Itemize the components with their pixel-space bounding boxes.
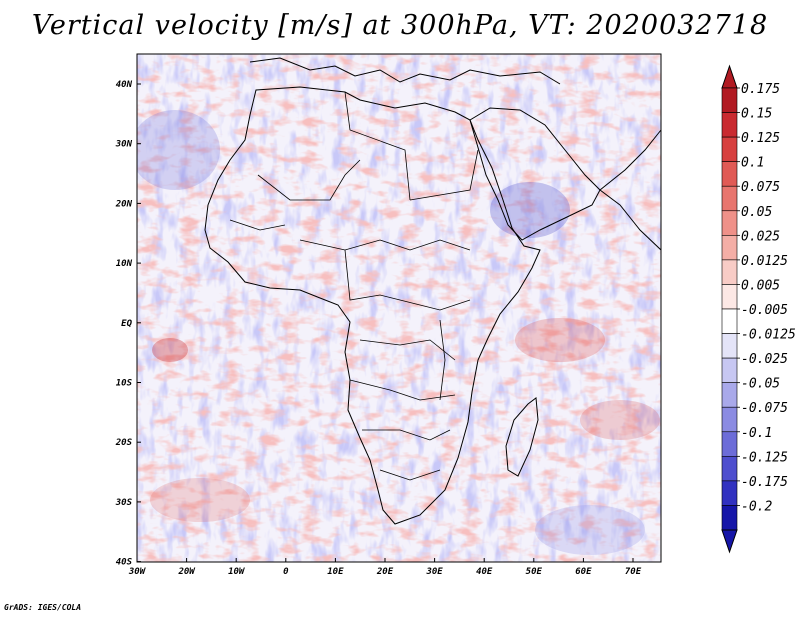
arabia-coastline — [469, 107, 601, 241]
lon-tick-label: 30W — [128, 567, 147, 577]
colorbar-level-label: -0.005 — [741, 303, 788, 318]
colorbar-level-label: 0.1 — [741, 156, 764, 171]
map-plot-area — [137, 54, 661, 562]
europe-coastline — [249, 57, 561, 85]
chart-title: Vertical velocity [m/s] at 300hPa, VT: 2… — [31, 10, 769, 41]
colorbar-level-label: 0.175 — [741, 82, 780, 97]
lon-tick-label: 70E — [625, 567, 642, 577]
region-tint — [580, 400, 660, 440]
region-tint — [152, 338, 188, 362]
colorbar-segment — [721, 161, 738, 187]
colorbar-segment — [721, 382, 738, 408]
colorbar-segment — [721, 136, 738, 162]
lon-tick-label: 0 — [283, 567, 289, 577]
colorbar-level-label: 0.025 — [741, 229, 780, 244]
colorbar-segment — [721, 308, 738, 334]
madagascar-outline — [505, 397, 539, 477]
colorbar-level-label: -0.075 — [741, 401, 788, 416]
colorbar-segment — [721, 112, 738, 138]
colorbar-segment — [721, 456, 738, 482]
lat-tick-label: EQ — [121, 319, 132, 329]
colorbar-segment — [721, 185, 738, 212]
colorbar-level-label: 0.0125 — [741, 254, 788, 269]
region-tint — [490, 182, 570, 238]
lat-tick-label: 40N — [116, 80, 133, 90]
colorbar-min-arrow — [721, 529, 738, 554]
lat-tick-label: 20N — [115, 199, 133, 209]
colorbar-segment — [721, 210, 738, 236]
colorbar: 0.175 0.15 0.125 0.1 0.075 0.05 0.025 0.0125 0.0… — [721, 64, 796, 554]
software-credit: GrADS: IGES/COLA — [4, 603, 82, 612]
colorbar-segment — [721, 235, 738, 261]
lon-tick-label: 20E — [376, 567, 394, 577]
lon-tick-label: 20W — [177, 567, 196, 577]
colorbar-segment — [721, 87, 738, 113]
colorbar-segment — [721, 431, 738, 457]
lat-tick-label: 20S — [115, 438, 133, 448]
colorbar-max-arrow — [721, 64, 738, 89]
colorbar-segment — [721, 357, 738, 383]
lon-tick-label: 40E — [476, 567, 493, 577]
ascending-motion-field — [137, 54, 661, 562]
colorbar-level-label: -0.175 — [741, 475, 788, 490]
africa-coastline — [204, 86, 541, 525]
colorbar-segment — [721, 406, 738, 433]
lon-tick-label: 30E — [425, 567, 443, 577]
colorbar-segment — [721, 259, 738, 285]
lat-tick-label: 10N — [116, 259, 133, 269]
colorbar-level-label: -0.125 — [741, 450, 788, 465]
region-tint — [137, 110, 220, 190]
colorbar-level-label: 0.005 — [741, 278, 780, 293]
colorbar-segment — [721, 480, 738, 506]
lon-tick-label: 50E — [526, 567, 543, 577]
colorbar-level-label: 0.05 — [741, 205, 772, 220]
region-tint — [150, 478, 250, 522]
longitude-axis: 30W 20W 10W 0 10E 20E 30E 40E 50E 60E 70E — [128, 558, 642, 577]
lon-tick-label: 10W — [228, 567, 246, 577]
colorbar-level-label: -0.0125 — [741, 328, 796, 343]
lon-tick-label: 10E — [327, 567, 344, 577]
lat-tick-label: 30N — [115, 140, 133, 150]
colorbar-level-label: 0.125 — [741, 131, 780, 146]
colorbar-segment — [721, 333, 738, 359]
colorbar-level-label: -0.1 — [741, 426, 772, 441]
colorbar-level-label: -0.05 — [741, 377, 780, 392]
latitude-axis: 40N 30N 20N 10N EQ 10S 20S 30S 40S — [115, 80, 141, 568]
region-tint — [535, 505, 645, 555]
colorbar-level-label: -0.2 — [741, 499, 772, 514]
colorbar-segment — [721, 505, 738, 531]
colorbar-level-label: -0.025 — [741, 352, 788, 367]
lat-tick-label: 10S — [116, 379, 133, 389]
colorbar-level-label: 0.075 — [741, 180, 780, 195]
colorbar-segment — [721, 284, 738, 310]
region-tint — [515, 318, 605, 362]
asia-coastline — [599, 129, 661, 251]
lat-tick-label: 30S — [115, 498, 133, 508]
lat-tick-label: 40S — [116, 558, 133, 568]
lon-tick-label: 60E — [575, 567, 592, 577]
country-borders — [229, 91, 479, 481]
map-frame — [136, 53, 662, 563]
colorbar-level-label: 0.15 — [741, 107, 772, 122]
